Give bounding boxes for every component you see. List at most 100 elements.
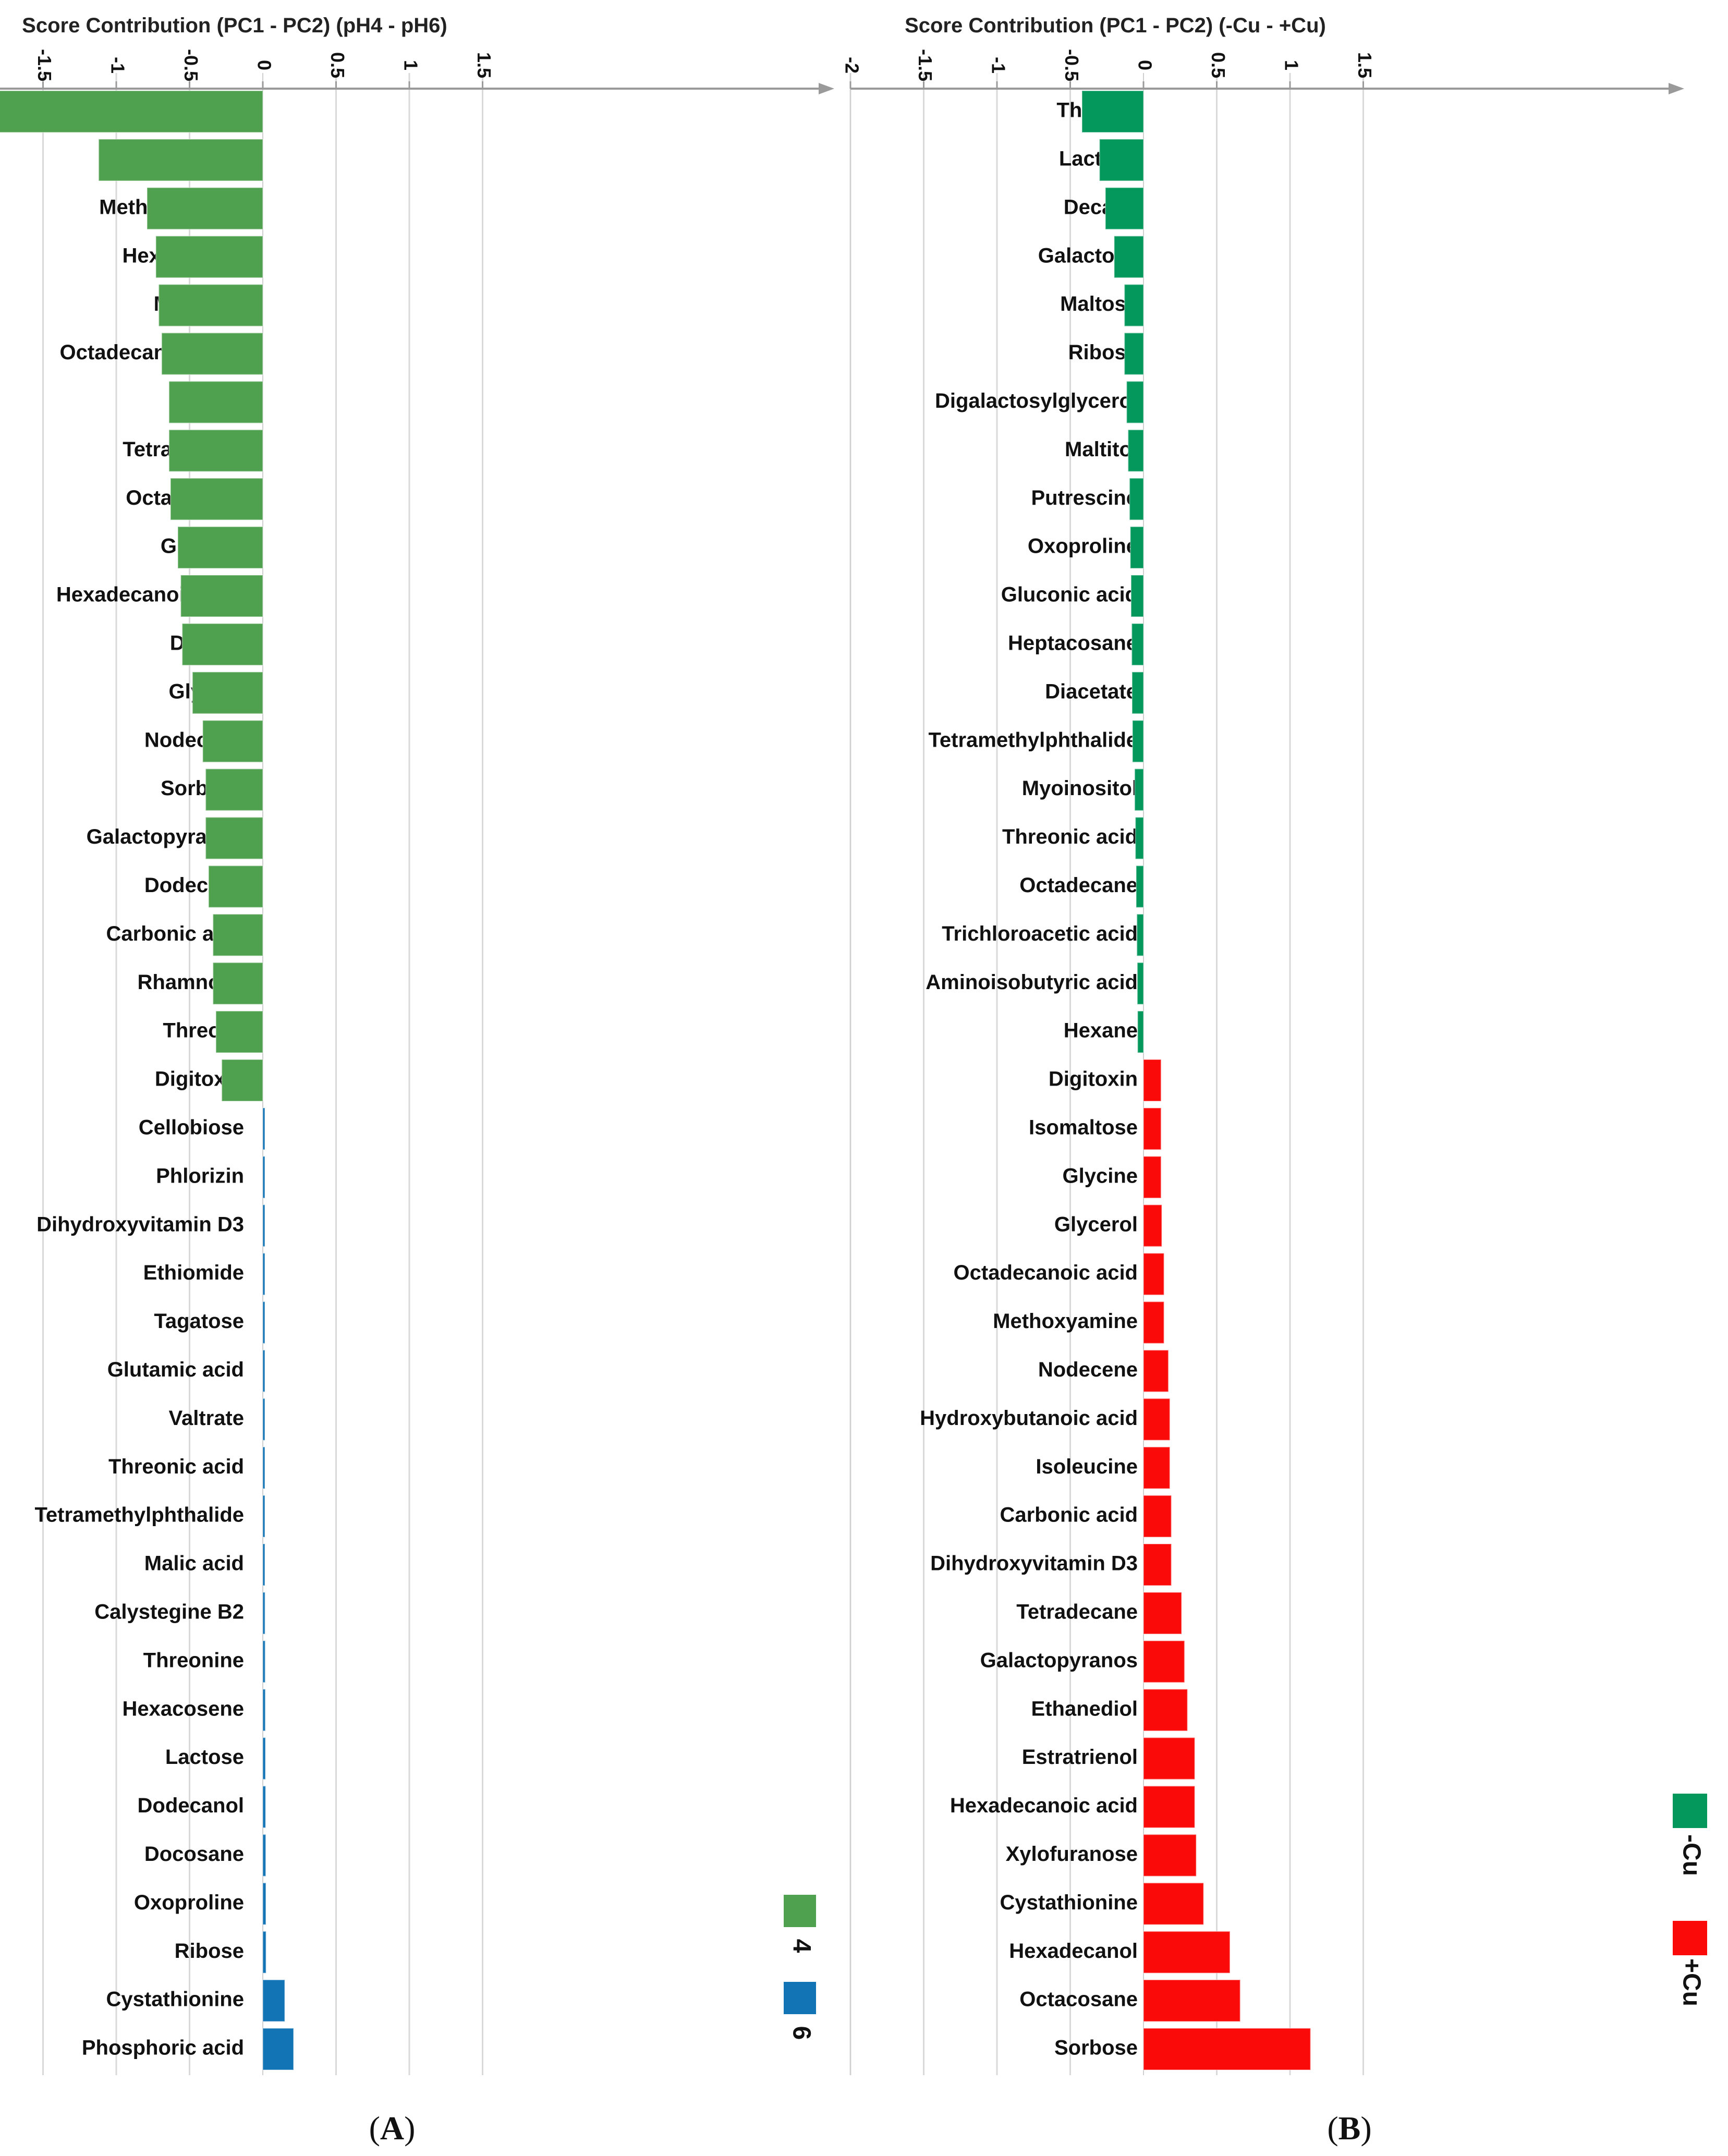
a-chart-title: Score Contribution (PC1 - PC2) (pH4 - pH… — [22, 14, 447, 37]
b-tick-label-6: 1 — [1281, 60, 1302, 70]
b-bar-34 — [1143, 1737, 1196, 1780]
a-bar-36 — [262, 1834, 266, 1877]
a-bar-17 — [212, 913, 263, 957]
a-legend-label-1: 6 — [787, 2026, 815, 2040]
b-legend-swatch-1 — [1673, 1921, 1707, 1955]
a-bar-38 — [262, 1931, 267, 1974]
b-bar-33 — [1143, 1688, 1188, 1732]
panel-label-a: (A) — [369, 2110, 416, 2147]
a-bar-1 — [98, 138, 263, 181]
b-bar-0 — [1081, 90, 1144, 133]
b-category-label-22: Glycine — [1062, 1164, 1138, 1187]
b-bar-13 — [1131, 720, 1145, 763]
a-bar-40 — [262, 2028, 295, 2070]
b-bar-30 — [1143, 1543, 1172, 1586]
b-bar-22 — [1143, 1155, 1162, 1199]
b-bar-29 — [1143, 1495, 1172, 1538]
b-category-label-7: Maltitol — [1065, 438, 1138, 461]
b-bar-39 — [1143, 1979, 1241, 2023]
b-tick-label-5: 0.5 — [1208, 52, 1229, 78]
panel-label-b-letter: B — [1338, 2110, 1361, 2147]
a-category-label-33: Hexacosene — [123, 1697, 244, 1720]
a-bar-34 — [262, 1737, 266, 1780]
a-x-axis-arrow-icon — [819, 83, 834, 94]
a-category-label-37: Oxoproline — [134, 1891, 244, 1914]
a-bar-29 — [262, 1495, 265, 1538]
b-bar-6 — [1126, 381, 1145, 424]
b-category-label-30: Dihydroxyvitamin D3 — [930, 1552, 1138, 1575]
a-bar-0 — [0, 90, 264, 133]
b-category-label-12: Diacetate — [1045, 680, 1138, 703]
a-bar-30 — [262, 1543, 265, 1586]
b-bar-16 — [1135, 865, 1144, 908]
a-bar-8 — [169, 478, 263, 521]
b-x-axis-arrow-icon — [1669, 83, 1684, 94]
b-tick-label-3: -0.5 — [1061, 49, 1082, 81]
a-legend-swatch-0 — [784, 1895, 816, 1927]
a-bar-3 — [155, 235, 263, 278]
a-category-label-24: Ethiomide — [143, 1261, 244, 1284]
a-bar-7 — [168, 429, 263, 472]
a-bar-11 — [181, 623, 264, 666]
a-bar-13 — [202, 720, 264, 763]
b-tick-label-7: 1.5 — [1354, 52, 1376, 78]
a-bar-10 — [180, 575, 264, 617]
b-category-label-19: Hexane — [1064, 1019, 1138, 1042]
b-bar-14 — [1134, 768, 1144, 811]
b-category-label-9: Oxoproline — [1028, 535, 1138, 558]
a-tick-label-2: -1 — [107, 57, 128, 74]
b-legend-swatch-0 — [1673, 1794, 1707, 1828]
a-bar-37 — [262, 1882, 266, 1926]
b-category-label-16: Octadecane — [1019, 874, 1138, 897]
a-bar-19 — [215, 1010, 263, 1054]
b-category-label-29: Carbonic acid — [1000, 1504, 1138, 1527]
b-category-label-20: Digitoxin — [1049, 1068, 1138, 1091]
b-category-label-36: Xylofuranose — [1006, 1843, 1138, 1866]
a-bar-14 — [205, 768, 263, 811]
b-bar-5 — [1124, 332, 1144, 375]
a-category-label-27: Valtrate — [168, 1407, 244, 1430]
b-category-label-35: Hexadecanoic acid — [950, 1794, 1138, 1817]
a-bar-27 — [262, 1398, 265, 1441]
a-category-label-29: Tetramethylphthalide — [34, 1504, 244, 1527]
a-category-label-40: Phosphoric acid — [82, 2037, 244, 2060]
b-bar-26 — [1143, 1349, 1169, 1393]
a-category-label-35: Dodecanol — [138, 1794, 244, 1817]
a-bar-26 — [262, 1349, 265, 1393]
b-category-label-18: Aminoisobutyric acid — [926, 971, 1138, 994]
panel-label-b: (B) — [1327, 2110, 1371, 2147]
b-category-label-14: Myoinositol — [1022, 777, 1138, 800]
b-category-label-15: Threonic acid — [1002, 825, 1138, 848]
b-bar-40 — [1143, 2028, 1311, 2070]
a-bar-5 — [161, 332, 263, 375]
panel-label-a-open: ( — [369, 2110, 380, 2147]
a-bar-39 — [262, 1979, 286, 2023]
b-chart-title: Score Contribution (PC1 - PC2) (-Cu - +C… — [905, 14, 1326, 37]
a-category-label-32: Threonine — [143, 1649, 244, 1672]
a-bar-2 — [147, 187, 264, 230]
a-bar-21 — [262, 1107, 265, 1150]
b-category-label-13: Tetramethylphthalide — [928, 728, 1138, 751]
a-bar-31 — [262, 1591, 266, 1635]
b-bar-35 — [1143, 1785, 1196, 1829]
a-bar-25 — [262, 1301, 265, 1344]
b-bar-36 — [1143, 1834, 1197, 1877]
b-category-label-38: Hexadecanol — [1009, 1940, 1138, 1963]
b-bar-27 — [1143, 1398, 1171, 1441]
a-category-label-38: Ribose — [175, 1940, 244, 1963]
a-bar-22 — [262, 1155, 265, 1199]
a-bar-16 — [208, 865, 263, 908]
b-category-label-26: Nodecene — [1038, 1358, 1138, 1381]
b-bar-24 — [1143, 1252, 1165, 1296]
b-bar-38 — [1143, 1931, 1231, 1974]
a-category-label-23: Dihydroxyvitamin D3 — [36, 1213, 244, 1236]
a-bar-6 — [168, 381, 263, 424]
b-category-label-6: Digalactosylglycerol — [935, 389, 1138, 412]
a-category-label-22: Phlorizin — [156, 1164, 244, 1187]
b-bar-11 — [1131, 623, 1145, 666]
b-bar-7 — [1127, 429, 1145, 472]
b-bar-37 — [1143, 1882, 1204, 1926]
b-bar-17 — [1136, 913, 1144, 957]
